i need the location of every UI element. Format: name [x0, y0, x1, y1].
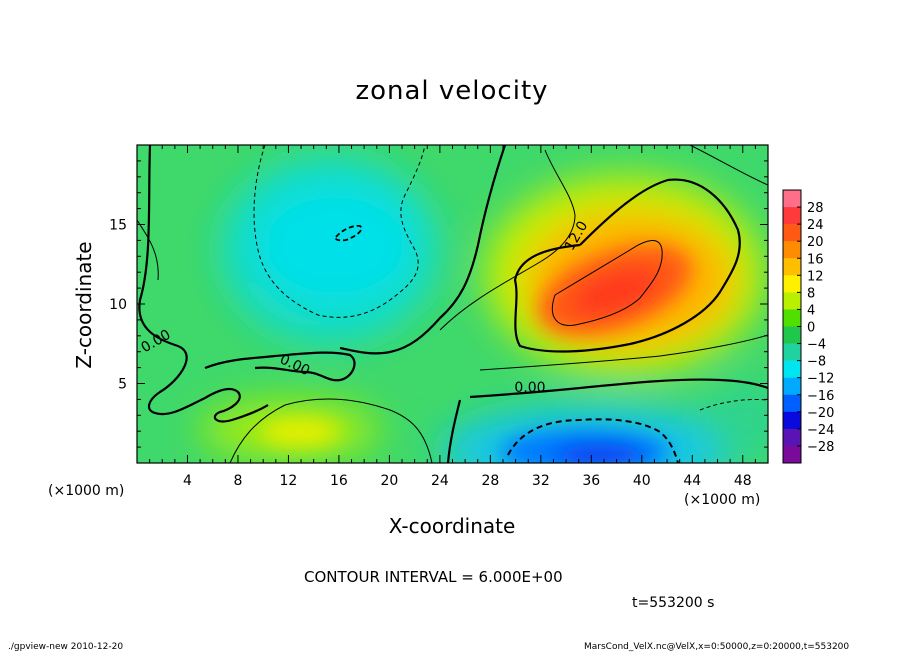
contour-neg6-upper	[253, 145, 426, 318]
colorbar-swatch	[783, 343, 801, 361]
colorbar-swatch	[783, 224, 801, 242]
contour-pos6-right	[479, 334, 768, 371]
colorbar-swatch	[783, 445, 801, 464]
colorbar-swatch	[783, 411, 801, 430]
x-axis-unit: (×1000 m)	[684, 492, 761, 508]
colorbar-label: −12	[807, 372, 834, 387]
plot-area: 12.0 0.00 0.00 0.00	[137, 145, 768, 463]
colorbar-swatch	[783, 258, 801, 276]
colorbar-label: −8	[807, 355, 826, 370]
contour-lines	[137, 145, 768, 463]
colorbar-swatch	[783, 292, 801, 310]
contour-pos6-outer-right	[689, 145, 768, 186]
colorbar-label: 0	[807, 321, 815, 336]
field-blob-neg-surface-min	[555, 444, 645, 463]
x-tick-label: 44	[683, 473, 701, 489]
y-tick-label: 15	[109, 218, 127, 234]
footer-source: MarsCond_VelX.nc@VelX,x=0:50000,z=0:2000…	[584, 642, 850, 652]
x-axis-label: X-coordinate	[0, 514, 904, 538]
colorbar-label: −28	[807, 440, 834, 455]
x-tick-label: 48	[734, 473, 752, 489]
colorbar-label: 8	[807, 286, 815, 301]
contour-zero-ridge	[339, 145, 507, 355]
colorbar-label: 12	[807, 269, 824, 284]
colorbar-label: −24	[807, 423, 834, 438]
x-axis: 4 8 12 16 20 24 28 32 36 40 44 48	[149, 145, 756, 489]
x-tick-label: 36	[582, 473, 600, 489]
colorbar-swatch	[783, 275, 801, 293]
contour-zero-gap	[446, 399, 462, 463]
colorbar-swatch	[783, 377, 801, 396]
y-axis-label: Z-coordinate	[72, 241, 96, 369]
contour-pos6-lower	[229, 398, 433, 463]
contour-zero-left	[138, 145, 269, 423]
contour-neg6-surface	[507, 418, 679, 463]
colorbar-label: 4	[807, 303, 815, 318]
footer-program: ./gpview-new 2010-12-20	[8, 642, 124, 652]
colorbar-swatch	[783, 326, 801, 344]
chart-title: zonal velocity	[355, 76, 549, 106]
x-tick-label: 4	[183, 473, 192, 489]
time-label: t=553200 s	[632, 595, 715, 611]
x-tick-label: 16	[330, 473, 348, 489]
field-blob-green-right	[705, 380, 768, 460]
colorbar-label: 24	[807, 218, 824, 233]
field-blob-neg-upper-core	[255, 185, 415, 305]
colorbar-label: 20	[807, 235, 824, 250]
colorbar-swatch	[783, 360, 801, 378]
x-tick-label: 28	[481, 473, 499, 489]
x-tick-label: 8	[233, 473, 242, 489]
colorbar-label: −16	[807, 389, 834, 404]
colorbar-swatch	[783, 428, 801, 447]
y-tick-label: 10	[109, 297, 127, 313]
colorbar-label: 16	[807, 252, 824, 267]
colorbar-label: 28	[807, 201, 824, 216]
field-blob-pos-lower-left-core	[260, 418, 340, 446]
contour-left-thin	[137, 219, 159, 281]
contour-pos18	[551, 240, 663, 326]
x-tick-label: 20	[380, 473, 398, 489]
y-axis: 5 10 15	[109, 160, 768, 448]
contour-neg12-upper	[334, 224, 363, 242]
colorbar-swatch	[783, 309, 801, 327]
contour-pos6-mid	[439, 149, 576, 331]
contour-interval-text: CONTOUR INTERVAL = 6.000E+00	[304, 568, 563, 586]
x-tick-label: 32	[532, 473, 550, 489]
colorbar: 28 24 20 16 12 8 4 0 −4 −8 −12 −16 −20 −24 −28	[782, 189, 834, 464]
colorbar-label: −20	[807, 406, 834, 421]
colorbar-swatch	[783, 394, 801, 413]
x-tick-label: 24	[431, 473, 449, 489]
colorbar-swatch	[783, 241, 801, 259]
field-blobs-inner	[260, 245, 692, 463]
contour-zero-mid	[204, 351, 356, 382]
colorbar-label: −4	[807, 338, 826, 353]
y-tick-label: 5	[118, 377, 127, 393]
contour-pos12	[513, 178, 741, 353]
contour-label-zero-lower: 0.00	[514, 380, 545, 396]
colorbar-swatch	[783, 207, 801, 225]
field-blob-pos-max	[572, 267, 658, 317]
y-axis-unit: (×1000 m)	[48, 483, 125, 499]
x-tick-label: 40	[633, 473, 651, 489]
x-tick-label: 12	[280, 473, 298, 489]
colorbar-swatch	[783, 190, 801, 208]
x-axis-label-text: X-coordinate	[388, 514, 516, 538]
contour-zero-lower	[469, 378, 768, 399]
